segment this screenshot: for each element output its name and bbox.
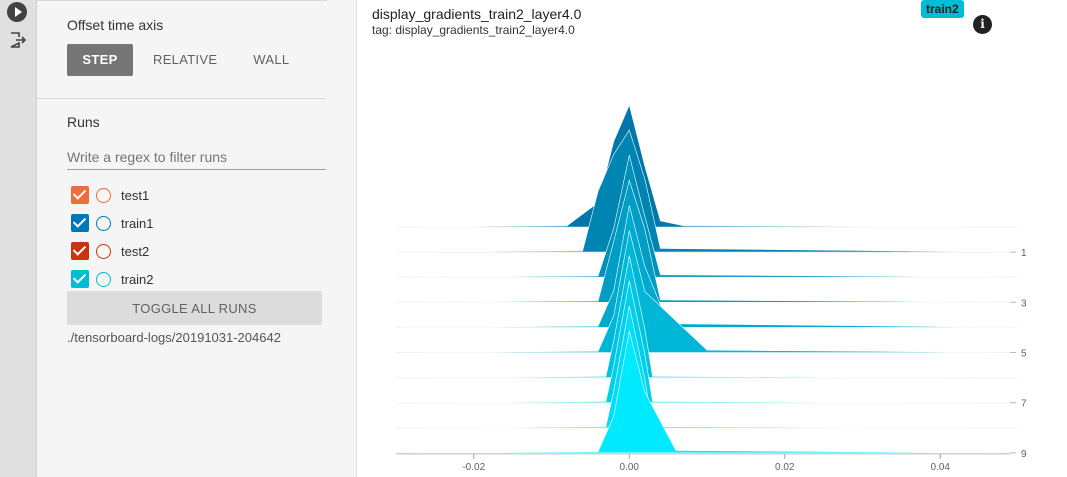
section-divider bbox=[37, 98, 326, 99]
run-label-train1: train1 bbox=[121, 215, 154, 231]
histogram-step-5 bbox=[395, 230, 1019, 353]
settings-panel: Offset time axis STEP RELATIVE WALL Runs… bbox=[37, 0, 357, 477]
x-tick-label: 0.02 bbox=[775, 462, 795, 473]
histogram-chart: -0.02 0.00 0.02 0.04 1 3 5 7 9 bbox=[395, 104, 1027, 473]
run-filter-input[interactable] bbox=[67, 144, 326, 170]
y-tick-label: 7 bbox=[1021, 399, 1027, 410]
histogram-step-9 bbox=[395, 330, 1019, 454]
run-label-test2: test2 bbox=[121, 243, 150, 259]
exit-icon[interactable] bbox=[9, 31, 27, 49]
info-icon[interactable]: i bbox=[973, 15, 992, 34]
wall-button[interactable]: WALL bbox=[253, 52, 290, 67]
x-tick-label: 0.00 bbox=[620, 462, 640, 473]
histogram-step-1 bbox=[395, 129, 1019, 253]
relative-button[interactable]: RELATIVE bbox=[153, 52, 218, 67]
run-checkbox-train1[interactable] bbox=[71, 214, 89, 232]
x-tick-label: 0.04 bbox=[931, 462, 951, 473]
histogram-step-3 bbox=[395, 179, 1019, 303]
run-label-test1: test1 bbox=[121, 187, 150, 203]
left-rail bbox=[0, 0, 37, 477]
log-directory: ./tensorboard-logs/20191031-204642 bbox=[67, 330, 281, 345]
histogram-step-8 bbox=[395, 305, 1019, 429]
run-color-swatch-train1[interactable] bbox=[96, 215, 111, 231]
run-label-train2: train2 bbox=[121, 271, 154, 287]
x-tick-label: -0.02 bbox=[462, 462, 485, 473]
run-color-swatch-test1[interactable] bbox=[96, 187, 111, 203]
y-tick-label: 1 bbox=[1021, 248, 1027, 259]
run-checkbox-test2[interactable] bbox=[71, 242, 89, 260]
top-divider bbox=[37, 0, 327, 1]
play-icon[interactable] bbox=[7, 2, 27, 22]
run-item-test1[interactable]: test1 bbox=[71, 181, 154, 209]
step-button[interactable]: STEP bbox=[67, 44, 133, 76]
run-badge: train2 bbox=[921, 0, 964, 18]
run-color-swatch-train2[interactable] bbox=[96, 271, 111, 287]
run-item-train1[interactable]: train1 bbox=[71, 209, 154, 237]
toggle-all-runs-button[interactable]: TOGGLE ALL RUNS bbox=[67, 291, 322, 325]
run-checkbox-test1[interactable] bbox=[71, 186, 89, 204]
histogram-step-6 bbox=[395, 255, 1019, 378]
card-tag: tag: display_gradients_train2_layer4.0 bbox=[372, 23, 575, 37]
runs-title: Runs bbox=[67, 114, 100, 130]
offset-button-group: STEP RELATIVE WALL bbox=[67, 44, 305, 76]
histogram-step-0 bbox=[395, 104, 1019, 228]
histogram-card: display_gradients_train2_layer4.0 tag: d… bbox=[357, 0, 1067, 477]
y-tick-label: 9 bbox=[1021, 449, 1027, 460]
y-tick-label: 3 bbox=[1021, 298, 1027, 309]
run-item-train2[interactable]: train2 bbox=[71, 265, 154, 293]
histogram-step-4 bbox=[395, 205, 1019, 328]
y-tick-label: 5 bbox=[1021, 349, 1027, 360]
run-color-swatch-test2[interactable] bbox=[96, 243, 111, 259]
run-checkbox-train2[interactable] bbox=[71, 270, 89, 288]
card-title: display_gradients_train2_layer4.0 bbox=[372, 6, 582, 22]
run-list: test1 train1 test2 train2 bbox=[71, 181, 154, 293]
run-item-test2[interactable]: test2 bbox=[71, 237, 154, 265]
offset-time-axis-title: Offset time axis bbox=[67, 17, 164, 33]
histogram-step-2 bbox=[395, 155, 1019, 278]
histogram-step-7 bbox=[395, 280, 1019, 403]
